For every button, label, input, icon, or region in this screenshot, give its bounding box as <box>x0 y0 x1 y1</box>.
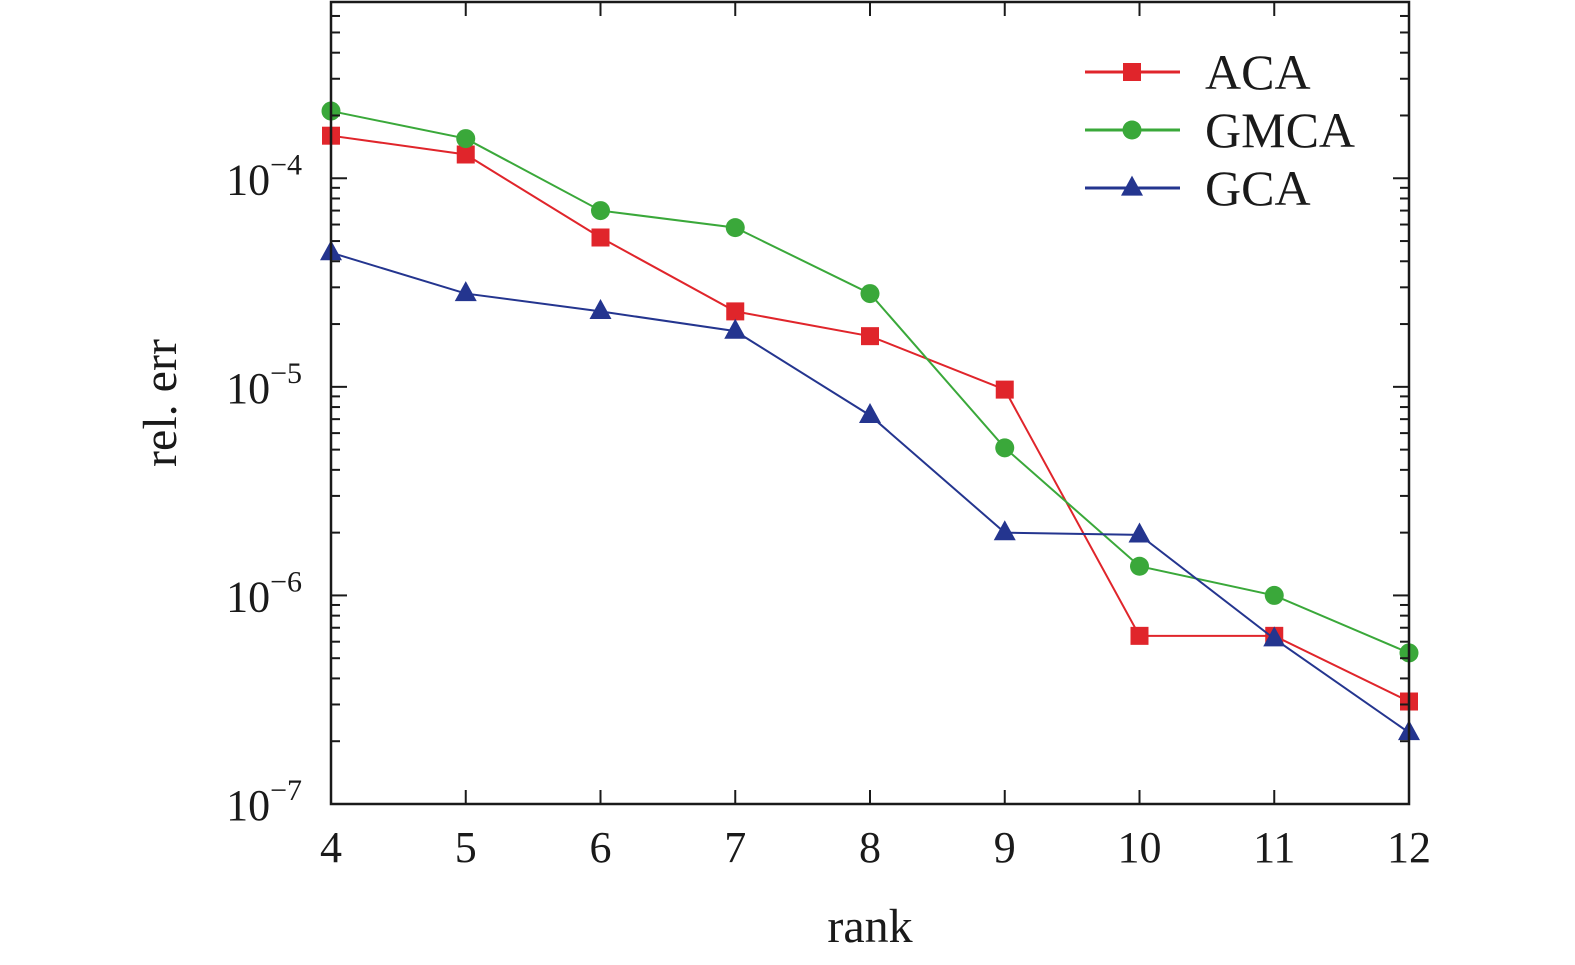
legend-marker-gca <box>1121 175 1143 196</box>
x-tick-label: 5 <box>455 823 477 872</box>
tick-labels-layer: 4 5 6 7 8 9 10 11 12 10−7 10−6 10−5 10−4 <box>226 148 1431 872</box>
legend-marker-gmca <box>1122 120 1142 140</box>
x-tick-label: 8 <box>859 823 881 872</box>
data-point-gca <box>1128 522 1151 543</box>
data-point-aca <box>1130 626 1149 645</box>
data-point-aca <box>726 302 745 321</box>
data-point-gmca <box>1264 585 1284 605</box>
x-tick-label: 10 <box>1118 823 1162 872</box>
legend-item-aca: ACA <box>1085 44 1311 100</box>
data-point-gmca <box>860 284 880 304</box>
data-point-gca <box>993 520 1016 541</box>
data-point-gca <box>724 318 747 339</box>
legend-label-gca: GCA <box>1205 160 1311 216</box>
data-point-gca <box>859 402 881 423</box>
x-tick-label: 11 <box>1253 823 1295 872</box>
data-point-aca <box>456 145 475 164</box>
plot-frame <box>329 0 1411 806</box>
y-tick-label: 10−6 <box>226 565 302 621</box>
series-layer <box>320 101 1420 741</box>
y-tick-label: 10−7 <box>226 774 302 830</box>
x-tick-label: 4 <box>320 823 342 872</box>
series-line-gca <box>330 251 1410 734</box>
y-tick-label: 10−4 <box>226 148 302 204</box>
x-tick-label: 12 <box>1387 823 1431 872</box>
data-point-gmca <box>456 129 476 149</box>
x-tick-label: 7 <box>724 823 746 872</box>
x-axis-title: rank <box>827 900 912 953</box>
legend-item-gca: GCA <box>1085 160 1311 216</box>
data-point-gca <box>589 298 612 319</box>
x-tick-label: 9 <box>994 823 1016 872</box>
series-gca <box>320 240 1420 741</box>
data-point-aca <box>995 380 1014 399</box>
data-point-gca <box>1263 626 1286 647</box>
y-tick-label: 10−5 <box>226 357 302 413</box>
data-point-gmca <box>995 438 1015 458</box>
x-tick-label: 6 <box>590 823 612 872</box>
legend-item-gmca: GMCA <box>1085 102 1355 158</box>
data-point-aca <box>861 327 879 346</box>
y-axis-title: rel. err <box>134 339 187 467</box>
legend-marker-aca <box>1123 63 1141 81</box>
data-point-aca <box>591 228 610 247</box>
data-point-gca <box>454 281 477 302</box>
data-point-gmca <box>725 218 745 238</box>
data-point-gmca <box>591 201 610 221</box>
data-point-gmca <box>1130 556 1149 576</box>
legend-label-aca: ACA <box>1205 44 1311 100</box>
legend-label-gmca: GMCA <box>1205 102 1355 158</box>
